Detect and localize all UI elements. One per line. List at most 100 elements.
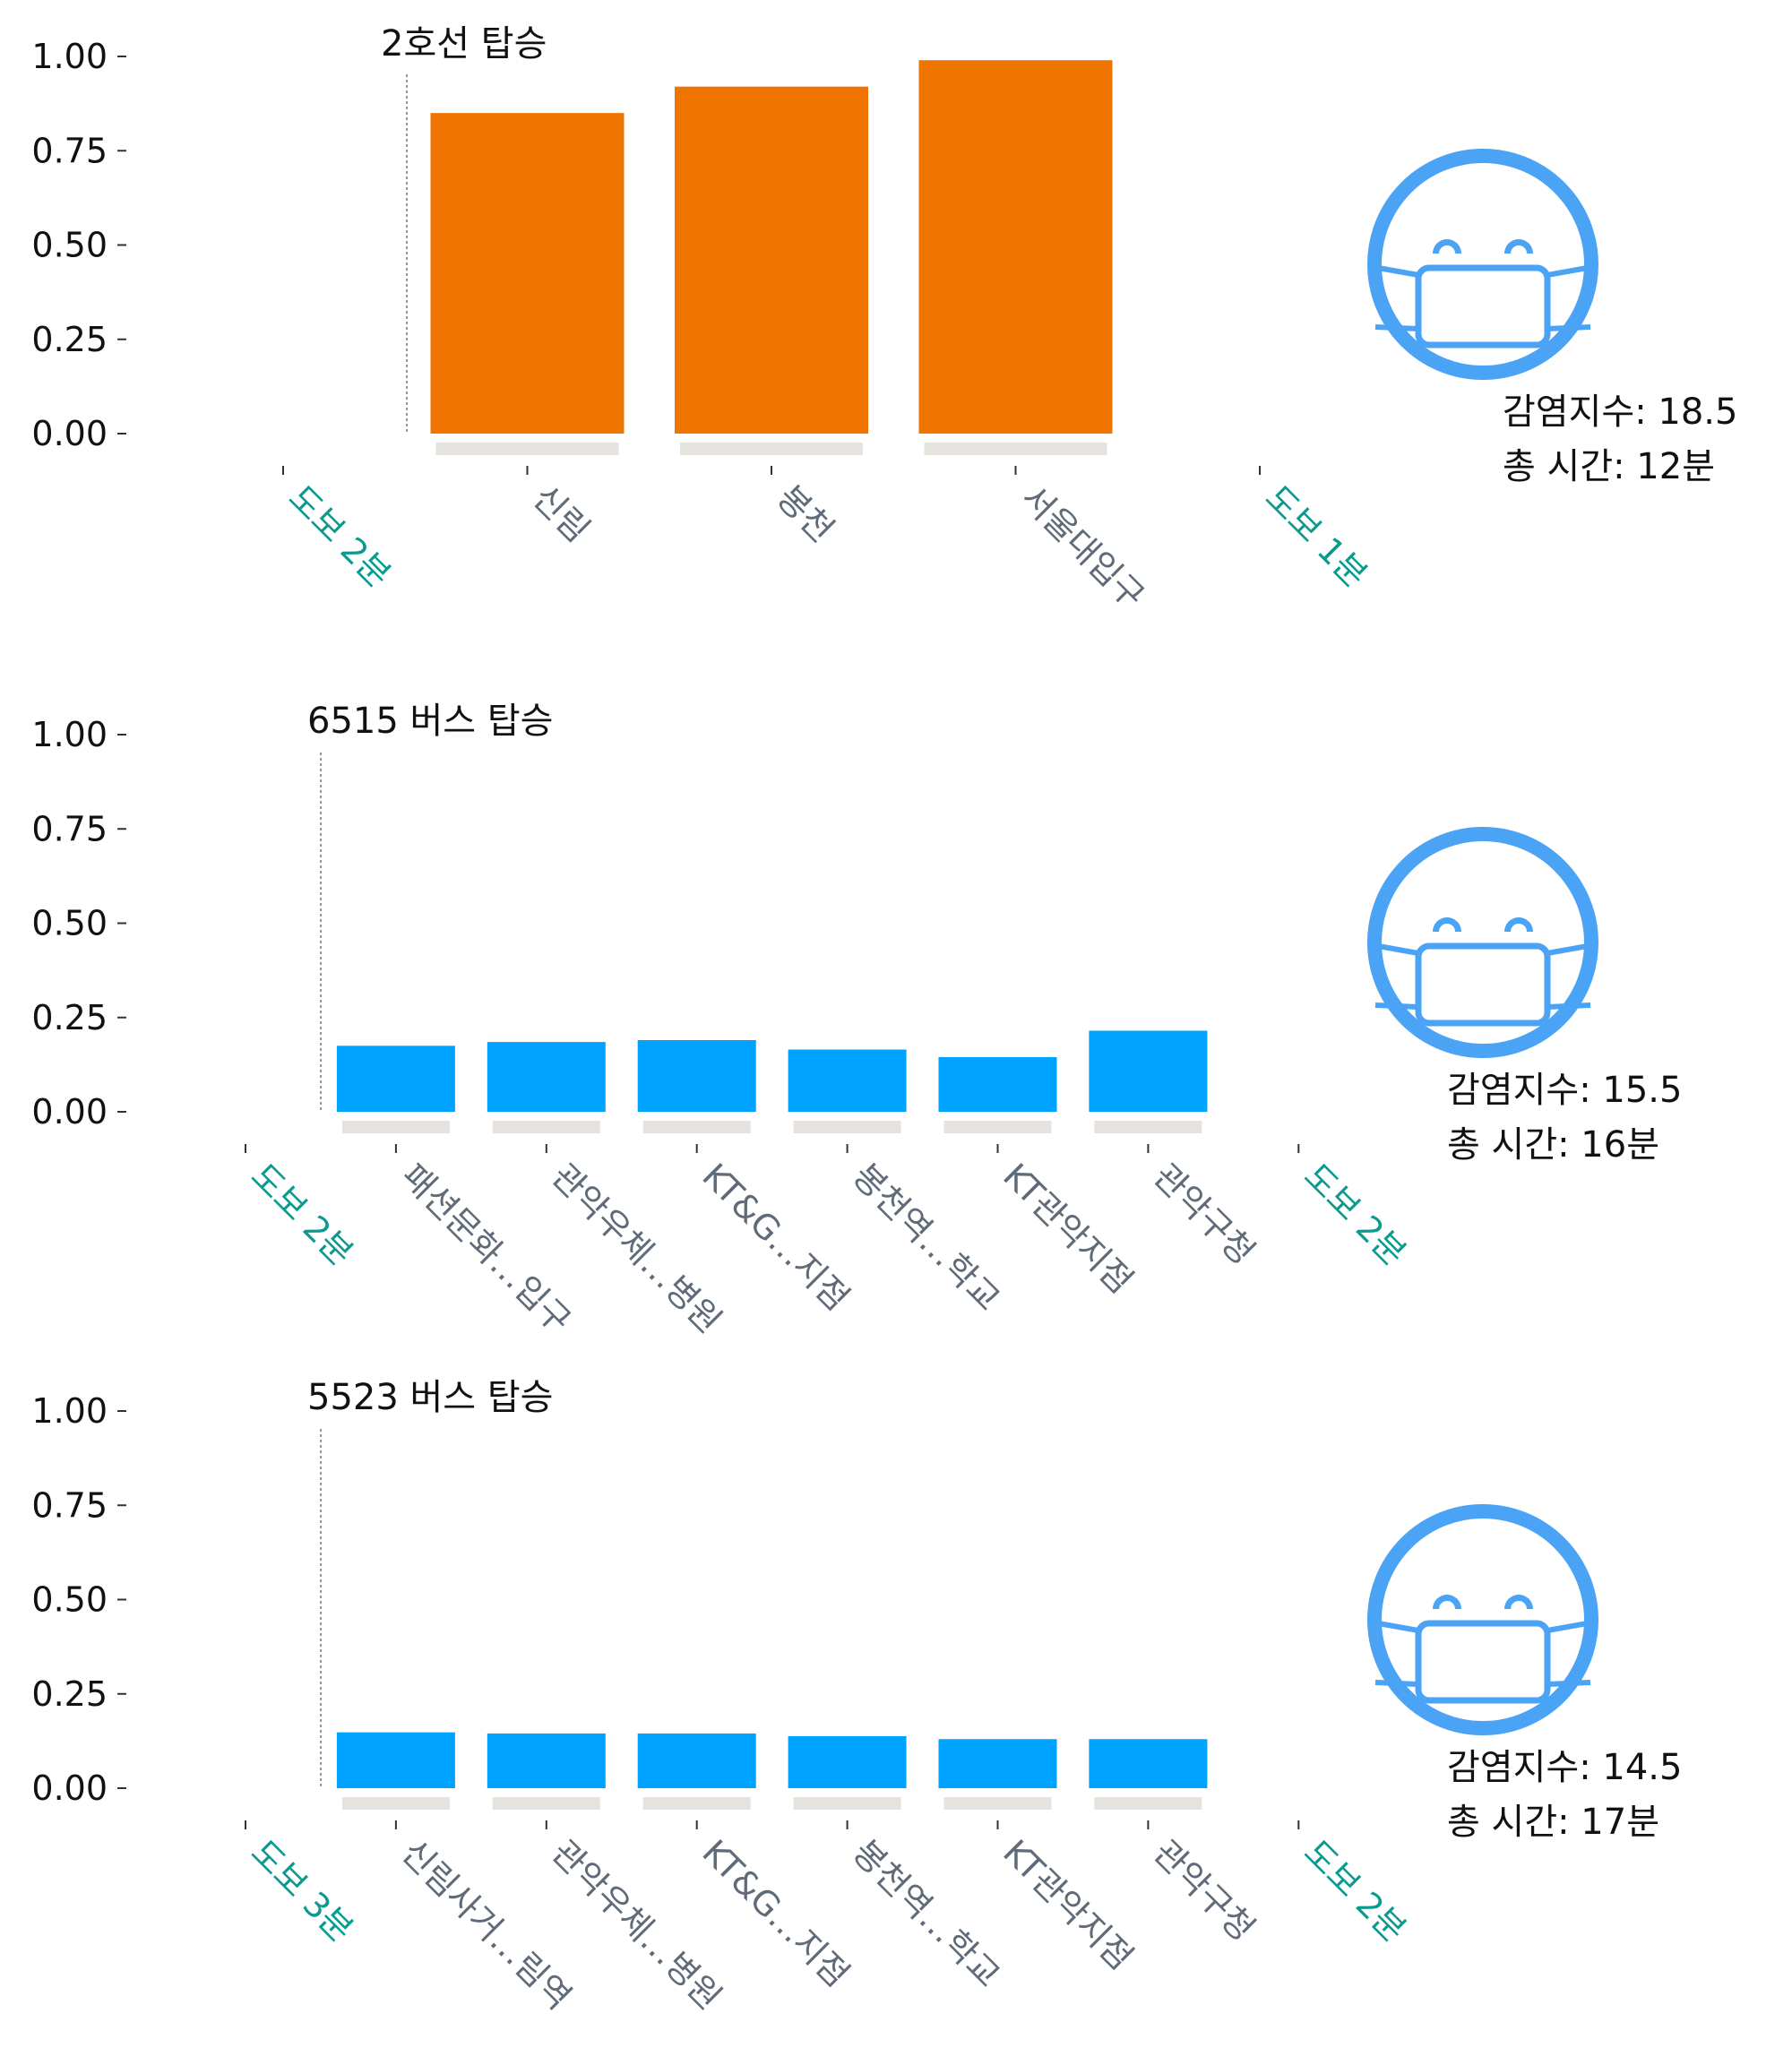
right-eye-highlight (1511, 924, 1527, 932)
stop-label: KT&G…지점 (694, 1832, 857, 1994)
mask-strap-lower-right (1546, 1002, 1591, 1010)
face-outline (1367, 827, 1598, 1058)
stop-label: KT&G…지점 (694, 1156, 857, 1318)
masked-face-icon (1367, 149, 1598, 380)
mask-strap-upper-right (1546, 942, 1598, 956)
bar-baseline (943, 1797, 1052, 1810)
total-time-text: 총 시간: 12분 (1503, 446, 1715, 487)
stop-label: 봉천역…학교 (845, 1832, 1008, 1995)
bar-baseline (341, 1797, 450, 1810)
panel-title: 6515 버스 탑승 (307, 701, 553, 742)
y-tick-label: 0.50 (31, 904, 108, 943)
bar-baseline (492, 1121, 600, 1133)
mask-strap-lower-right (1546, 324, 1591, 331)
mask-strap-upper-left (1367, 263, 1419, 278)
left-eye-highlight (1439, 924, 1455, 932)
mask-body (1415, 942, 1551, 1027)
stop-label: 신림 (525, 478, 598, 550)
bar (675, 86, 868, 435)
bar-baseline (435, 443, 619, 455)
mask-strap-upper-left (1367, 942, 1419, 956)
walk-label-end: 도보 2분 (1297, 1832, 1414, 1949)
y-tick-label: 0.00 (31, 414, 108, 453)
bar (487, 1733, 606, 1788)
bar-baseline (1094, 1121, 1202, 1133)
masked-face-icon (1367, 1504, 1598, 1735)
bar (336, 1732, 455, 1788)
stop-label: KT관악지점 (995, 1832, 1141, 1977)
stop-label: KT관악지점 (995, 1156, 1141, 1301)
y-tick-label: 1.00 (31, 715, 108, 754)
stop-label: 관악구청 (1146, 1156, 1262, 1272)
y-tick-label: 0.50 (31, 1580, 108, 1620)
total-time-text: 총 시간: 16분 (1447, 1124, 1659, 1166)
infection-index-text: 감염지수: 15.5 (1447, 1070, 1682, 1111)
bar (336, 1045, 455, 1112)
left-eye-highlight (1439, 1601, 1455, 1609)
y-tick-label: 0.25 (31, 320, 108, 359)
bar (430, 113, 625, 435)
bar-baseline (492, 1797, 600, 1810)
y-tick-label: 0.00 (31, 1768, 108, 1808)
y-tick-label: 0.75 (31, 131, 108, 170)
bar (918, 60, 1113, 435)
panel-title: 2호선 탑승 (381, 23, 547, 65)
walk-label-start: 도보 2분 (244, 1156, 361, 1273)
face-outline (1367, 1504, 1598, 1735)
bar-baseline (642, 1121, 751, 1133)
walk-label-end: 도보 1분 (1258, 478, 1375, 595)
y-tick-label: 0.00 (31, 1092, 108, 1131)
bar-baseline (1094, 1797, 1202, 1810)
y-tick-label: 0.75 (31, 809, 108, 848)
mask-body (1415, 1620, 1551, 1704)
mask-strap-lower-right (1546, 1680, 1591, 1687)
right-eye-highlight (1511, 245, 1527, 254)
y-tick-label: 0.25 (31, 1674, 108, 1714)
bar (637, 1040, 756, 1112)
stop-label: 봉천역…학교 (845, 1156, 1008, 1319)
bar-baseline (924, 443, 1107, 455)
mask-strap-upper-right (1546, 1619, 1598, 1633)
y-tick-label: 1.00 (31, 37, 108, 76)
left-eye-highlight (1439, 245, 1455, 254)
bar (637, 1733, 756, 1788)
bar (487, 1042, 606, 1112)
bar-baseline (341, 1121, 450, 1133)
mask-strap-lower-left (1374, 1002, 1419, 1010)
y-tick-label: 0.25 (31, 998, 108, 1037)
stop-label: 서울대입구 (1013, 478, 1152, 616)
total-time-text: 총 시간: 17분 (1447, 1802, 1659, 1843)
mask-strap-lower-left (1374, 1680, 1419, 1687)
bar (788, 1735, 907, 1788)
walk-label-start: 도보 2분 (281, 478, 399, 595)
bar-baseline (642, 1797, 751, 1810)
y-tick-label: 0.75 (31, 1485, 108, 1525)
bar (1089, 1030, 1208, 1112)
infection-index-text: 감염지수: 18.5 (1503, 391, 1737, 433)
panel-title: 5523 버스 탑승 (307, 1377, 553, 1418)
right-eye-highlight (1511, 1601, 1527, 1609)
bar-baseline (793, 1121, 901, 1133)
masked-face-icon (1367, 827, 1598, 1058)
walk-label-end: 도보 2분 (1297, 1156, 1414, 1273)
mask-strap-upper-right (1546, 263, 1598, 278)
walk-label-start: 도보 3분 (244, 1832, 361, 1949)
bar (938, 1056, 1057, 1112)
y-tick-label: 0.50 (31, 226, 108, 265)
mask-strap-lower-left (1374, 324, 1419, 331)
bar (1089, 1739, 1208, 1788)
face-outline (1367, 149, 1598, 380)
bar (938, 1739, 1057, 1788)
infection-index-text: 감염지수: 14.5 (1447, 1747, 1682, 1788)
bar-baseline (943, 1121, 1052, 1133)
mask-body (1415, 264, 1551, 348)
stop-label: 봉천 (770, 478, 842, 550)
bar (788, 1049, 907, 1112)
mask-strap-upper-left (1367, 1619, 1419, 1633)
stop-label: 관악구청 (1146, 1832, 1262, 1949)
